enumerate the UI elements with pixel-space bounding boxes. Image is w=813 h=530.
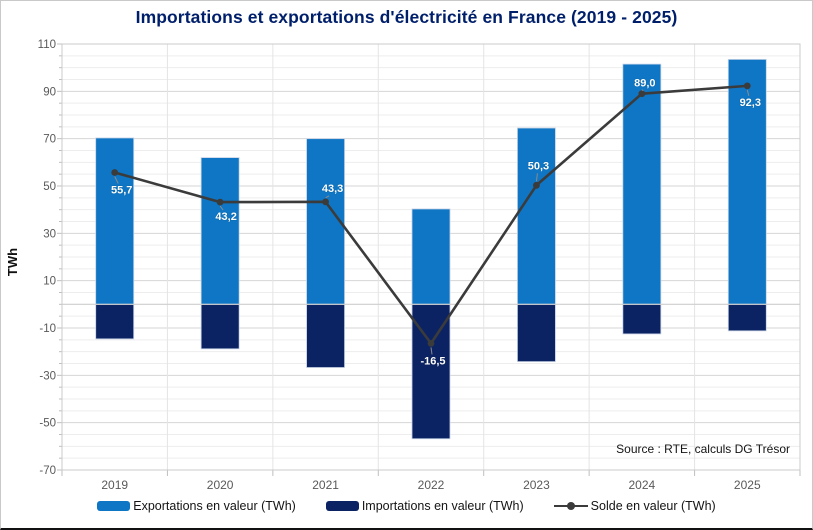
- solde-point: [743, 82, 751, 90]
- legend-item-exportations: Exportations en valeur (TWh): [97, 499, 296, 513]
- solde-line-series: [111, 82, 751, 347]
- label-leader-line: [746, 89, 750, 97]
- label-leader-line: [325, 195, 330, 199]
- axis-tick-labels: 110 90 70 50 30 10 -10 -30 -50 -70 2019 2020 2021 202…: [38, 39, 761, 492]
- y-tick-label: -10: [39, 323, 56, 335]
- export-bar: [411, 208, 451, 305]
- import-bar: [95, 303, 135, 340]
- label-leader-line: [114, 176, 119, 184]
- legend-label-importations: Importations en valeur (TWh): [361, 499, 524, 513]
- export-bar: [622, 63, 662, 305]
- legend-label-exportations: Exportations en valeur (TWh): [133, 499, 296, 513]
- label-leader-line: [641, 89, 644, 92]
- solde-data-label: -16,5: [420, 355, 445, 367]
- y-tick-label: 10: [43, 276, 56, 288]
- exportations-bar-swatch-icon: [97, 501, 131, 511]
- solde-point: [638, 90, 646, 98]
- import-bar: [306, 303, 345, 368]
- legend-item-solde: Solde en valeur (TWh): [553, 499, 716, 513]
- data-labels: 55,7 43,2 43,3 -16,5 50,3 89,0 92,3: [111, 78, 761, 368]
- export-bar: [727, 58, 767, 305]
- x-tick-label: 2023: [523, 478, 550, 492]
- import-bar: [727, 303, 767, 332]
- y-tick-label: -70: [39, 465, 56, 477]
- x-tick-label: 2025: [734, 478, 761, 492]
- solde-point: [533, 181, 540, 189]
- solde-data-label: 50,3: [528, 160, 549, 172]
- solde-data-label: 43,2: [215, 211, 236, 223]
- solde-point: [111, 169, 119, 176]
- solde-data-label: 92,3: [740, 97, 761, 109]
- label-leader-line: [219, 205, 224, 211]
- x-tick-label: 2020: [207, 478, 234, 492]
- solde-point: [216, 198, 224, 206]
- y-tick-label: 50: [43, 181, 56, 193]
- solde-point: [322, 198, 329, 206]
- solde-data-label: 55,7: [111, 185, 132, 197]
- label-leader-line: [430, 347, 433, 355]
- y-tick-label: 90: [43, 86, 56, 98]
- legend-item-importations: Importations en valeur (TWh): [325, 499, 524, 513]
- bars: [95, 58, 767, 440]
- import-bar: [517, 303, 556, 363]
- legend-label-solde: Solde en valeur (TWh): [590, 499, 716, 513]
- y-axis-title: TWh: [5, 248, 20, 276]
- x-tick-label: 2021: [312, 478, 339, 492]
- export-bar: [517, 127, 556, 305]
- export-bar: [306, 138, 345, 305]
- import-bar: [200, 303, 240, 350]
- import-bar: [411, 303, 451, 440]
- import-bar: [622, 303, 662, 335]
- solde-data-label: 89,0: [634, 78, 655, 90]
- plot-border: [61, 43, 801, 471]
- solde-data-label: 43,3: [322, 183, 343, 195]
- y-tick-label: -50: [39, 418, 56, 430]
- y-tick-label: 110: [38, 39, 56, 51]
- y-tick-label: -30: [39, 370, 56, 382]
- source-note: Source : RTE, calculs DG Trésor: [616, 442, 790, 456]
- x-tick-label: 2022: [418, 478, 445, 492]
- y-tick-label: 70: [43, 134, 56, 146]
- export-bar: [95, 137, 135, 305]
- importations-bar-swatch-icon: [325, 501, 359, 511]
- x-tick-label: 2024: [629, 478, 656, 492]
- x-tick-label: 2019: [101, 478, 128, 492]
- y-tick-label: 30: [43, 228, 56, 240]
- chart-title: Importations et exportations d'électrici…: [135, 7, 678, 27]
- legend: Exportations en valeur (TWh) Importation…: [0, 499, 813, 513]
- label-leader-line: [535, 173, 538, 182]
- solde-line-swatch-icon: [553, 502, 588, 511]
- export-bar: [200, 157, 240, 305]
- axis-lines: [61, 43, 801, 471]
- solde-point: [427, 339, 435, 347]
